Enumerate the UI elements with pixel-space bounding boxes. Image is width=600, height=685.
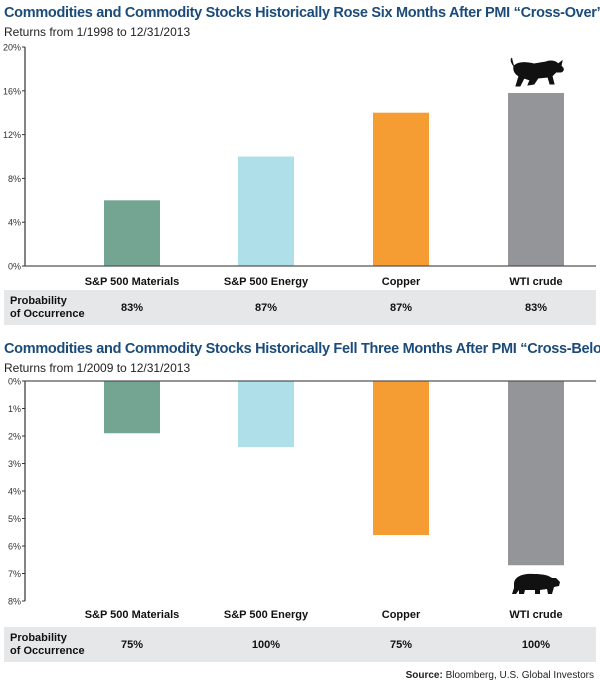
chart-2-category-label: S&P 500 Energy: [224, 609, 309, 621]
source-note: Source: Bloomberg, U.S. Global Investors: [406, 670, 594, 681]
bear-icon: [512, 573, 560, 594]
chart-1-bar: [238, 156, 294, 266]
chart-2-y-tick-label: 2%: [8, 432, 21, 442]
chart-1-probability-label: Probability: [10, 295, 68, 307]
chart-2-probability-value: 75%: [390, 639, 412, 651]
chart-1-probability-label: of Occurrence: [10, 308, 85, 320]
chart-1-y-tick-label: 4%: [8, 218, 21, 228]
chart-2-bar: [104, 381, 160, 434]
chart-1-subtitle: Returns from 1/1998 to 12/31/2013: [4, 25, 191, 39]
chart-2-y-tick-label: 7%: [8, 569, 21, 579]
chart-1-category-label: S&P 500 Energy: [224, 276, 309, 288]
chart-1-probability-row: [4, 290, 596, 325]
chart-1-probability-value: 83%: [525, 302, 547, 314]
chart-1-bar: [373, 112, 429, 266]
chart-2-probability-row: [4, 627, 596, 662]
chart-1-title: Commodities and Commodity Stocks Histori…: [4, 5, 600, 21]
chart-2-category-label: Copper: [382, 609, 421, 621]
chart-1-y-tick-label: 20%: [3, 43, 21, 53]
chart-2-probability-label: Probability: [10, 632, 68, 644]
chart-1-category-label: WTI crude: [509, 276, 562, 288]
chart-1-category-label: Copper: [382, 276, 421, 288]
bull-icon: [510, 57, 564, 87]
chart-2-y-tick-label: 4%: [8, 487, 21, 497]
chart-1-probability-value: 87%: [390, 302, 412, 314]
chart-1-probability-value: 83%: [121, 302, 143, 314]
source-text: Bloomberg, U.S. Global Investors: [442, 670, 594, 681]
chart-2-category-label: WTI crude: [509, 609, 562, 621]
chart-2-title: Commodities and Commodity Stocks Histori…: [4, 341, 600, 357]
chart-2-category-label: S&P 500 Materials: [85, 609, 180, 621]
chart-2-probability-value: 100%: [522, 639, 550, 651]
chart-1-y-tick-label: 16%: [3, 86, 21, 96]
chart-1-y-tick-label: 0%: [8, 262, 21, 272]
chart-2-y-tick-label: 3%: [8, 459, 21, 469]
chart-2-probability-value: 100%: [252, 639, 280, 651]
chart-1-y-tick-label: 12%: [3, 130, 21, 140]
chart-2-y-tick-label: 6%: [8, 542, 21, 552]
chart-2-bar: [238, 381, 294, 447]
chart-2-y-tick-label: 0%: [8, 377, 21, 387]
chart-2-bar: [508, 381, 564, 566]
chart-2-y-tick-label: 1%: [8, 404, 21, 414]
source-label: Source:: [405, 670, 443, 681]
chart-2-probability-label: of Occurrence: [10, 645, 85, 657]
chart-2-y-tick-label: 5%: [8, 514, 21, 524]
chart-2-subtitle: Returns from 1/2009 to 12/31/2013: [4, 361, 191, 375]
chart-1-bar: [508, 92, 564, 267]
chart-1-y-tick-label: 8%: [8, 174, 21, 184]
chart-2-y-tick-label: 8%: [8, 597, 21, 607]
chart-1-bar: [104, 200, 160, 266]
chart-2-bar: [373, 381, 429, 535]
chart-1-category-label: S&P 500 Materials: [85, 276, 180, 288]
chart-1-probability-value: 87%: [255, 302, 277, 314]
chart-2-probability-value: 75%: [121, 639, 143, 651]
